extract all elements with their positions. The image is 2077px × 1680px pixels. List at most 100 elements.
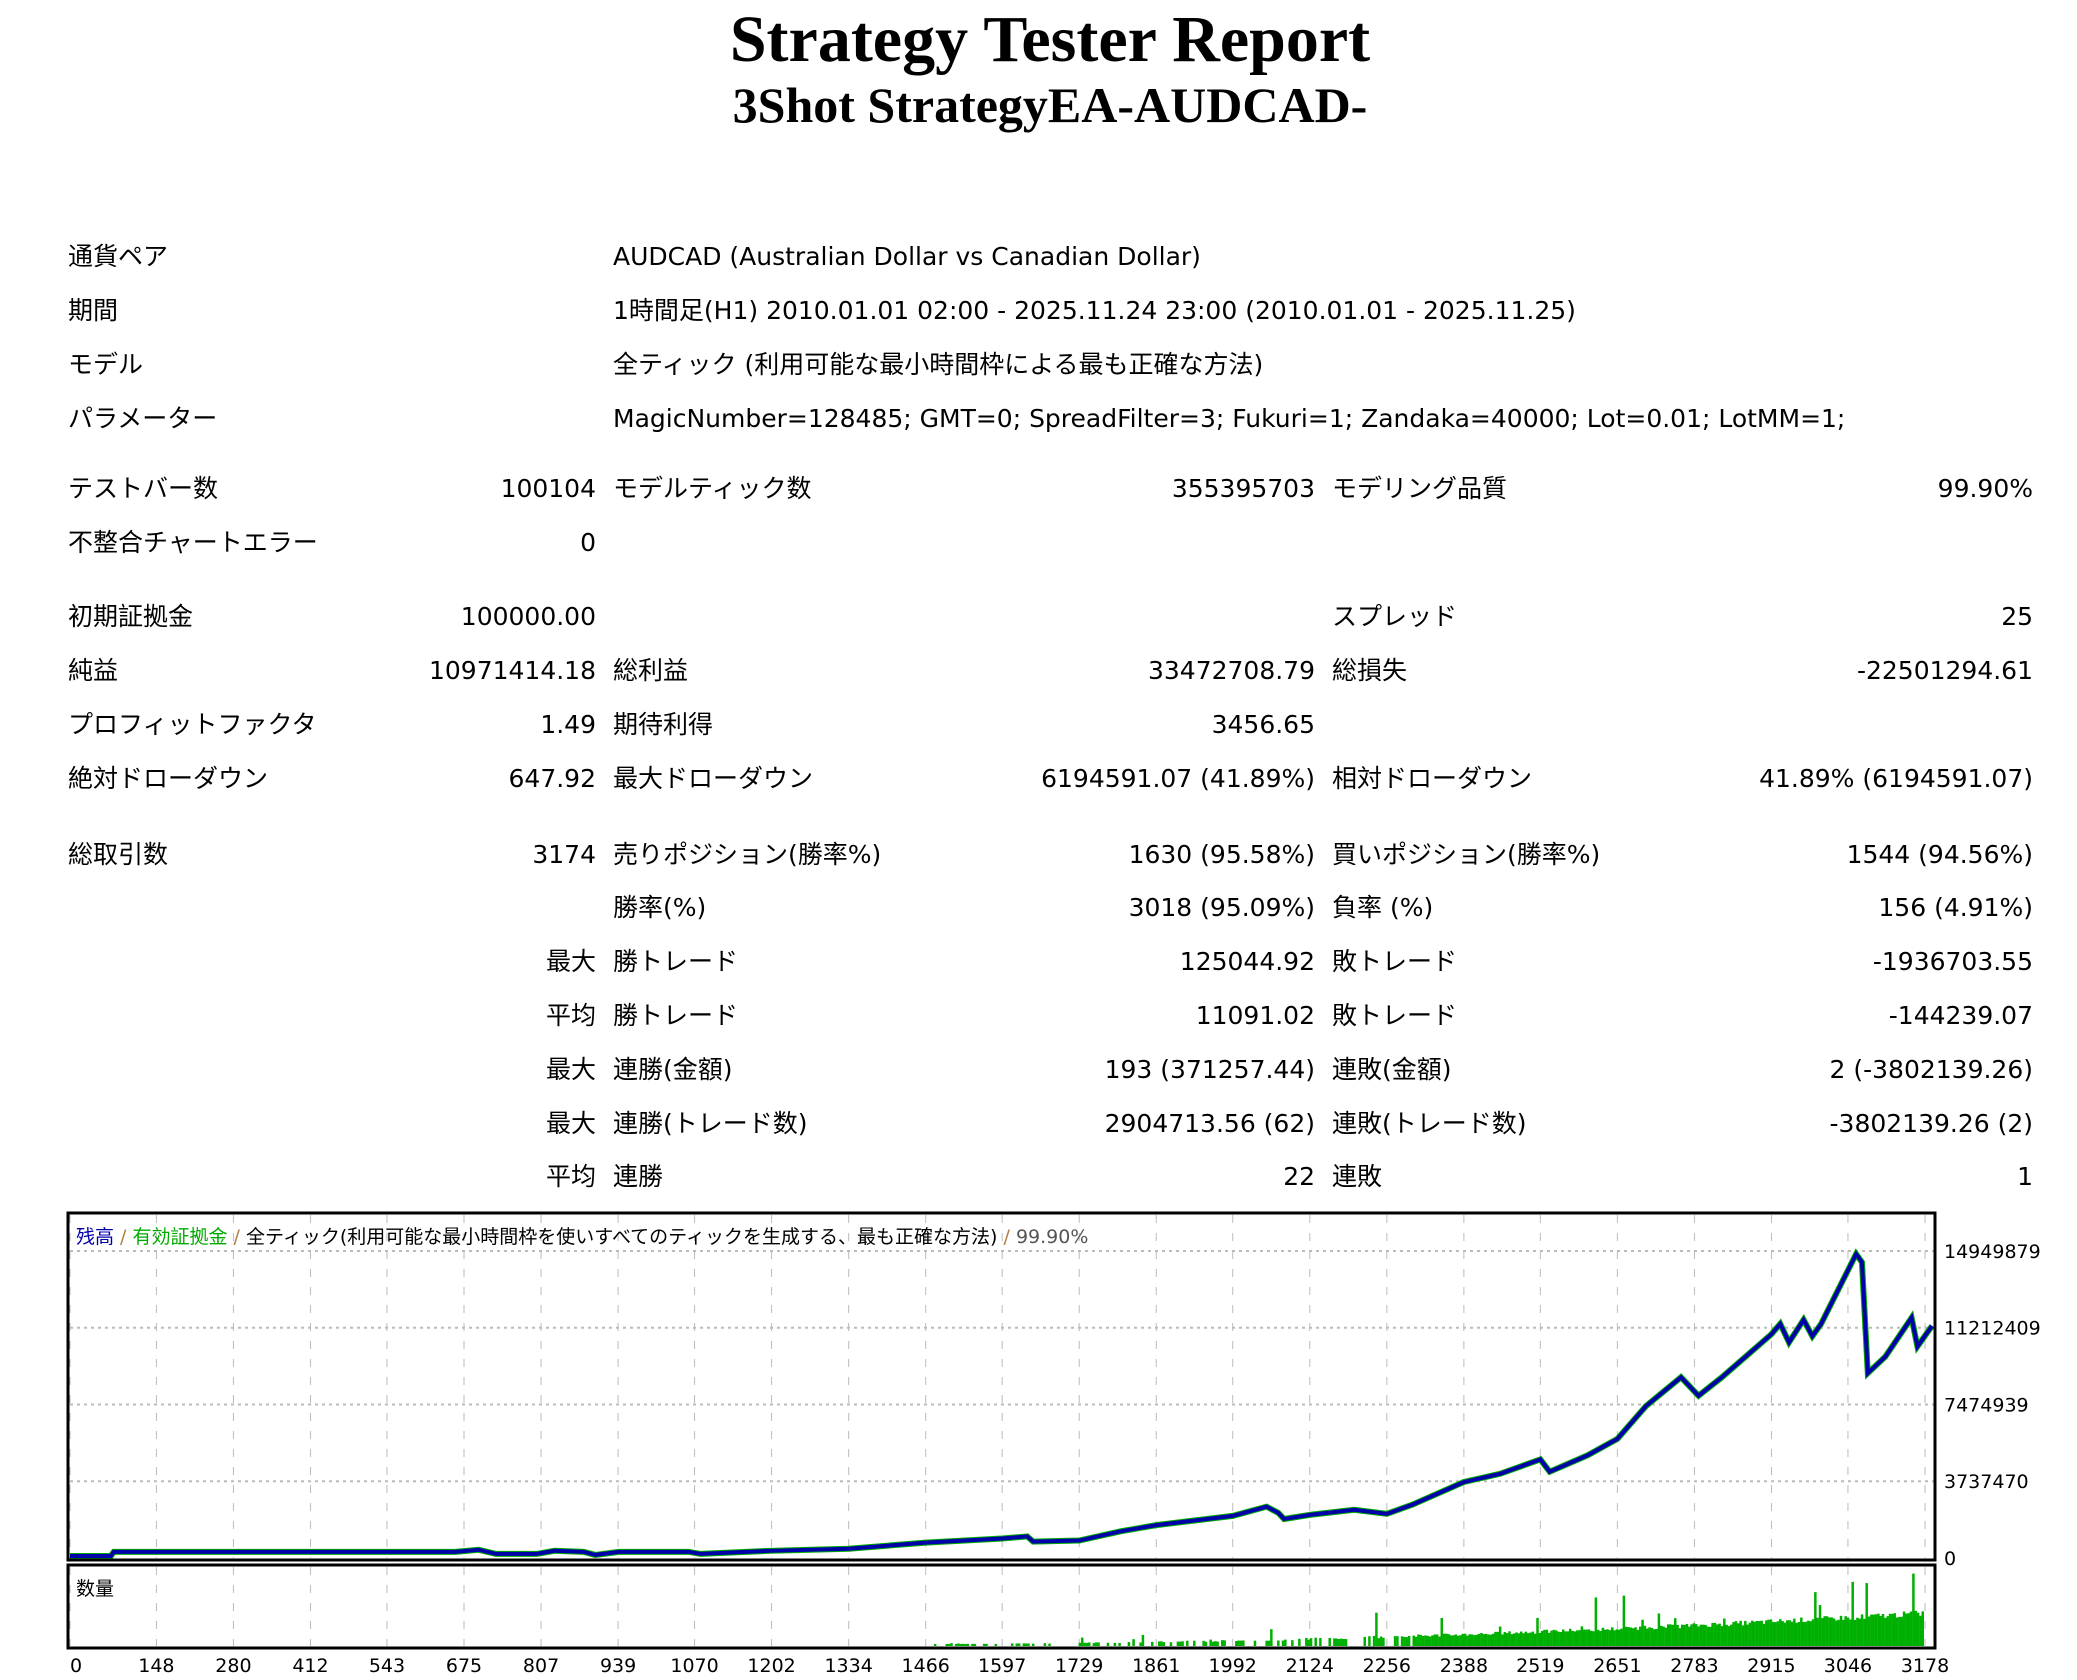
volume-bar [1652,1629,1656,1646]
volume-bar [1688,1626,1691,1646]
volume-bar [1433,1634,1437,1646]
volume-bar [1571,1630,1574,1646]
volume-bar [1454,1634,1458,1646]
volume-bar [1048,1643,1051,1646]
volume-bar [1856,1617,1859,1646]
volume-bar [1211,1641,1215,1646]
stat-value: 0 [580,528,596,557]
volume-bar [1284,1639,1287,1646]
stat-label: プロフィットファクタ [68,710,317,739]
stat-label: 純益 [68,656,119,685]
stat-value: 22 [1283,1162,1315,1191]
volume-bar [1449,1635,1453,1646]
stat-value: 33472708.79 [1147,656,1315,685]
volume-bar [1372,1635,1376,1646]
volume-bar [1842,1619,1845,1646]
volume-bar [1169,1642,1173,1646]
volume-bar [1554,1630,1558,1646]
volume-bar [1031,1643,1035,1646]
volume-bar [1638,1626,1642,1646]
volume-bar [1419,1634,1423,1646]
volume-bar [1375,1612,1378,1646]
stat-value: 最大 [545,1109,596,1138]
volume-bar [1309,1638,1313,1646]
volume-bar [1557,1631,1560,1646]
volume-label: 数量 [76,1578,114,1600]
volume-bar [1734,1621,1738,1646]
volume-bar [1561,1629,1565,1646]
volume-bar [954,1643,958,1646]
volume-bar [1515,1632,1518,1646]
stat-label: 総取引数 [68,840,169,869]
volume-bar [1867,1616,1871,1646]
stat-value: -22501294.61 [1856,656,2033,685]
volume-bar [1141,1634,1145,1646]
info-value: 1時間足(H1) 2010.01.01 02:00 - 2025.11.24 2… [613,296,1576,325]
volume-bar [957,1643,960,1646]
stat-label: 買いポジション(勝率%) [1332,840,1601,869]
volume-bar [1533,1633,1537,1646]
volume-bar [1291,1640,1294,1646]
volume-bar [1512,1633,1516,1646]
volume-bar [1085,1642,1089,1646]
x-tick-label: 0 [70,1655,82,1677]
stat-label: 売りポジション(勝率%) [613,840,882,869]
stat-label: 連勝 [613,1162,664,1191]
volume-bar [1603,1629,1607,1646]
volume-bar [1636,1629,1640,1646]
volume-bar [1078,1642,1082,1646]
info-value: MagicNumber=128485; GMT=0; SpreadFilter=… [613,404,1846,433]
volume-bar [1265,1640,1268,1646]
volume-bar [1872,1614,1875,1646]
volume-bar [1730,1624,1733,1646]
volume-bar [1814,1592,1817,1646]
volume-bar [1575,1630,1579,1646]
volume-bar [1484,1633,1488,1646]
volume-bar [1587,1629,1591,1646]
stat-value: 99.90% [1937,474,2033,503]
volume-bar [1468,1634,1472,1646]
volume-bar [1613,1630,1616,1646]
volume-bar [1531,1631,1535,1646]
volume-bar [1797,1622,1801,1646]
volume-bar [1674,1618,1677,1646]
volume-bar [1592,1631,1595,1646]
volume-bar [1706,1626,1710,1646]
volume-bar [1849,1619,1852,1646]
volume-bar [1858,1618,1861,1646]
volume-bar [1414,1636,1418,1646]
volume-bar [1879,1615,1882,1646]
volume-bar [933,1644,937,1646]
info-label: 通貨ペア [68,242,169,271]
volume-bar [1823,1616,1826,1646]
volume-bar [1305,1637,1308,1646]
volume-bar [1865,1583,1868,1646]
stat-value: 2 (-3802139.26) [1829,1055,2033,1084]
volume-bar [1524,1631,1528,1646]
stat-value: 2904713.56 (62) [1104,1109,1315,1138]
volume-bar [1221,1640,1224,1646]
volume-bar [1709,1626,1712,1646]
volume-bar [1846,1617,1850,1646]
volume-bar [1744,1620,1747,1646]
volume-panel-frame [66,1563,1937,1650]
volume-bar [1097,1642,1100,1646]
volume-bar [1620,1628,1623,1646]
volume-bar [982,1643,986,1646]
volume-bar [1891,1613,1894,1646]
volume-bar [1333,1638,1336,1646]
stat-label: 敗トレード [1332,947,1458,976]
volume-bar [1741,1625,1745,1646]
x-tick-label: 280 [215,1655,251,1677]
volume-bar [1667,1624,1670,1646]
volume-bar [1629,1627,1633,1646]
stat-value: 355395703 [1171,474,1315,503]
stat-value: 3174 [532,840,596,869]
volume-bar [1599,1630,1602,1646]
volume-bar [1622,1595,1626,1646]
volume-bar [1676,1624,1679,1646]
stat-value: 11091.02 [1195,1001,1315,1030]
stat-label: モデリング品質 [1332,474,1508,503]
info-value: AUDCAD (Australian Dollar vs Canadian Do… [613,242,1201,271]
x-tick-label: 412 [292,1655,328,1677]
